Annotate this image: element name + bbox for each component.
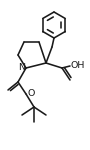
Text: OH: OH (70, 61, 85, 70)
Text: N: N (19, 63, 25, 72)
Text: O: O (27, 90, 34, 99)
